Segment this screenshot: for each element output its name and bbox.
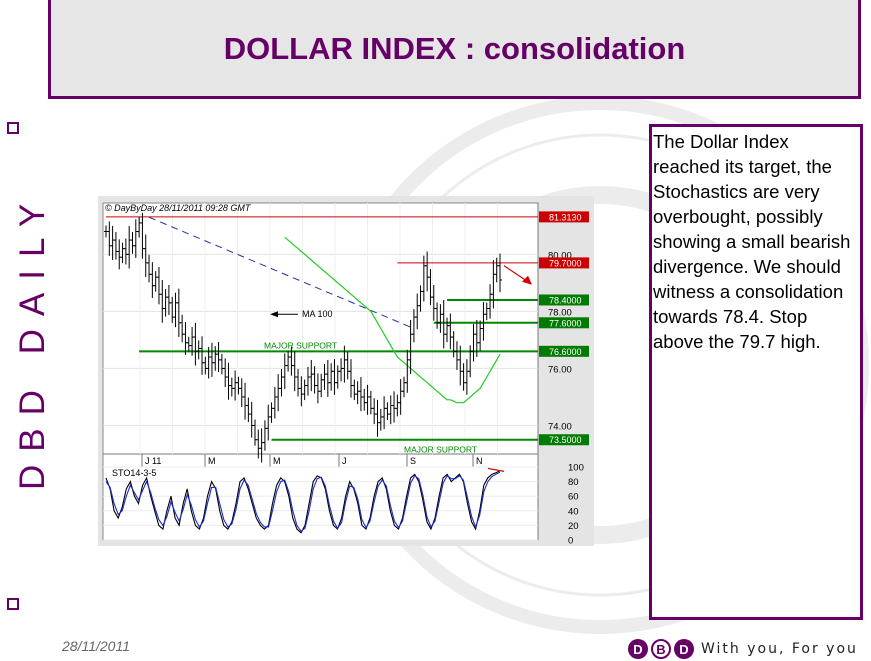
- sto-tick-label: 40: [568, 506, 579, 517]
- level-label: 73.5000: [549, 435, 582, 445]
- level-label-box: [539, 211, 589, 223]
- logo-letter: D: [674, 639, 694, 659]
- footer-date: 28/11/2011: [62, 638, 130, 654]
- chart-header: © DayByDay 28/11/2011 09:28 GMT: [105, 203, 252, 213]
- level-label: 77.6000: [549, 318, 582, 328]
- sto-tick-label: 80: [568, 477, 579, 488]
- level-label-box: [539, 317, 589, 329]
- logo-letter: B: [651, 639, 671, 659]
- price-bar: [498, 253, 502, 293]
- ma-label-arrowhead: [270, 311, 278, 318]
- level-label-box: [539, 345, 589, 357]
- square-bullet-icon: [7, 598, 19, 610]
- level-label: 81.3130: [549, 212, 582, 222]
- level-label-box: [539, 434, 589, 446]
- commentary-text: The Dollar Index reached its target, the…: [653, 131, 851, 352]
- price-tick-label: 76.00: [548, 364, 572, 375]
- sto-k-line: [105, 470, 501, 534]
- sto-title: STO14-3-5: [112, 468, 156, 478]
- level-label-box: [539, 257, 589, 269]
- forecast-arrowhead: [522, 275, 532, 285]
- divergence-line: [487, 467, 505, 472]
- level-label: 76.6000: [549, 347, 582, 357]
- ma-label: MA 100: [302, 309, 333, 319]
- major-support-label: MAJOR SUPPORT: [264, 340, 337, 350]
- chart-panel: MA 100 MAJOR SUPPORT MAJOR SUPPORT © DayByD…: [98, 196, 594, 546]
- major-support-label: MAJOR SUPPORT: [404, 445, 477, 455]
- commentary-box: The Dollar Index reached its target, the…: [649, 124, 863, 620]
- forecast-arrow: [503, 265, 529, 283]
- tagline: With you, For you: [701, 641, 858, 657]
- level-label-box: [539, 294, 589, 306]
- side-brand-text: DBD DAILY: [13, 190, 52, 490]
- side-brand: DBD DAILY: [0, 120, 52, 610]
- x-axis-label: N: [476, 456, 483, 466]
- price-tick-label: 78.00: [548, 307, 572, 318]
- x-axis-label: M: [208, 456, 216, 466]
- ma-line: [284, 236, 501, 404]
- x-axis-label: J: [342, 456, 347, 466]
- x-axis-label: J 11: [145, 456, 161, 466]
- price-tick-label: 74.00: [548, 421, 572, 432]
- sto-tick-label: 100: [568, 463, 584, 474]
- sto-tick-label: 60: [568, 492, 579, 503]
- sto-tick-label: 0: [568, 536, 573, 547]
- level-label: 78.4000: [549, 295, 582, 305]
- sto-d-line: [105, 471, 501, 532]
- price-tick-label: 80.00: [548, 250, 572, 261]
- chart-plot-area: [102, 202, 539, 541]
- square-bullet-icon: [7, 122, 19, 134]
- title-banner: DOLLAR INDEX : consolidation: [48, 0, 861, 99]
- x-axis-label: S: [410, 456, 416, 466]
- level-label: 79.7000: [549, 258, 582, 268]
- x-axis-label: M: [273, 456, 281, 466]
- footer-logo: D B D With you, For you: [628, 638, 858, 660]
- logo-letter: D: [628, 639, 648, 659]
- dollar-index-chart: MA 100 MAJOR SUPPORT MAJOR SUPPORT © DayByD…: [102, 202, 589, 547]
- slide-title: DOLLAR INDEX : consolidation: [223, 31, 686, 66]
- sto-tick-label: 20: [568, 521, 579, 532]
